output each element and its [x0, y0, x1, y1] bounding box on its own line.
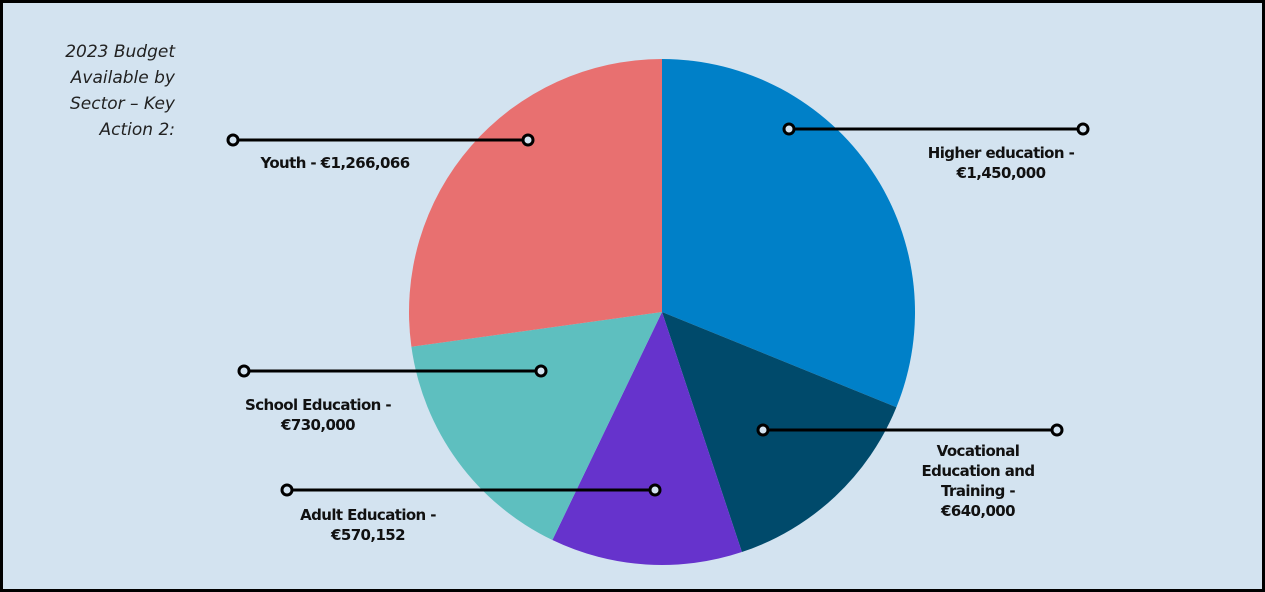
leader-dot [782, 122, 796, 136]
leader-dot [280, 483, 294, 497]
chart-title: 2023 Budget Available by Sector – Key Ac… [65, 42, 175, 140]
pie-slice [411, 312, 662, 541]
pie-slice [662, 312, 897, 553]
leader-dot [237, 364, 251, 378]
pie-slice [408, 59, 662, 347]
data-label: Adult Education - €570,152 [300, 506, 436, 544]
pie-slice [662, 59, 915, 408]
data-label: Higher education - €1,450,000 [927, 144, 1075, 182]
leader-dot [648, 483, 662, 497]
leader-dot [521, 133, 535, 147]
data-label: School Education - €730,000 [245, 396, 392, 434]
leader-dot [226, 133, 240, 147]
leader-dot [1050, 423, 1064, 437]
pie-slice [552, 312, 742, 565]
data-label: Youth - €1,266,066 [260, 154, 410, 172]
leader-dot [1076, 122, 1090, 136]
leader-dot [756, 423, 770, 437]
data-label: Vocational Education and Training - €640… [921, 442, 1036, 520]
pie-canvas [226, 59, 1090, 565]
leader-dot [534, 364, 548, 378]
